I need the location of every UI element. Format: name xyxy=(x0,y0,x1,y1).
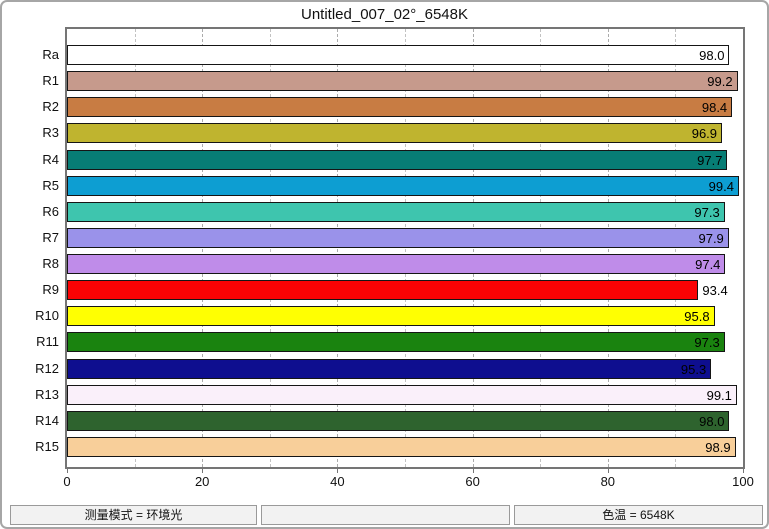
bar-r10: 95.8 xyxy=(67,306,715,327)
bar-value-label: 97.4 xyxy=(695,257,721,273)
category-label-r6: R6 xyxy=(42,203,59,219)
bar-value-label: 98.4 xyxy=(701,100,728,116)
bar-r8: 97.4 xyxy=(67,254,726,275)
bar-value-label: 98.0 xyxy=(699,413,725,429)
gridline xyxy=(337,29,339,467)
bar-r15: 98.9 xyxy=(67,436,736,457)
category-label-r13: R13 xyxy=(35,386,59,402)
bar-ra: 98.0 xyxy=(67,45,730,66)
bar-value-label: 99.1 xyxy=(706,387,732,403)
category-label-r5: R5 xyxy=(42,177,59,193)
bar-r13: 99.1 xyxy=(67,384,737,405)
status-measure-mode: 测量模式 = 环境光 xyxy=(10,505,257,525)
category-label-r12: R12 xyxy=(35,360,59,376)
status-color-temperature: 色温 = 6548K xyxy=(514,505,763,525)
gridline xyxy=(202,29,204,467)
x-tick-mark xyxy=(607,469,609,473)
x-tick-label: 0 xyxy=(63,474,71,489)
category-label-r9: R9 xyxy=(42,282,59,298)
x-tick-mark xyxy=(472,469,474,473)
bar-r6: 97.3 xyxy=(67,201,725,222)
bar-value-label: 98.0 xyxy=(699,48,725,64)
x-tick-label: 80 xyxy=(600,474,616,489)
x-tick-label: 20 xyxy=(194,474,210,489)
category-label-r1: R1 xyxy=(42,73,59,89)
bar-value-label: 95.8 xyxy=(684,309,710,325)
bar-r5: 99.4 xyxy=(67,175,739,196)
gridline xyxy=(540,29,542,467)
category-label-ra: Ra xyxy=(42,47,59,63)
category-label-r14: R14 xyxy=(35,412,59,428)
bar-r11: 97.3 xyxy=(67,332,725,353)
bar-value-label: 97.9 xyxy=(698,230,724,246)
status-empty-cell xyxy=(261,505,510,525)
bar-r9: 93.4 xyxy=(67,280,728,301)
x-tick-mark xyxy=(202,469,204,473)
bar-r2: 98.4 xyxy=(67,97,733,118)
bar-value-label: 97.3 xyxy=(694,335,720,351)
gridline xyxy=(607,29,609,467)
x-tick-mark xyxy=(337,469,339,473)
gridline xyxy=(675,29,677,467)
gridline xyxy=(269,29,271,467)
category-label-r11: R11 xyxy=(36,334,59,350)
category-label-r10: R10 xyxy=(35,308,59,324)
x-tick-label: 100 xyxy=(732,474,754,489)
x-tick-label: 40 xyxy=(330,474,345,489)
bar-value-label: 93.4 xyxy=(702,283,728,299)
category-label-r3: R3 xyxy=(42,125,59,141)
x-tick-label: 60 xyxy=(465,474,480,489)
bar-value-label: 98.9 xyxy=(705,439,731,455)
bar-r4: 97.7 xyxy=(67,149,728,170)
x-tick-mark xyxy=(67,469,68,473)
gridline xyxy=(472,29,474,467)
category-label-r2: R2 xyxy=(42,99,59,115)
category-label-r15: R15 xyxy=(35,438,59,454)
gridline xyxy=(405,29,406,467)
bar-r12: 95.3 xyxy=(67,358,712,379)
category-label-r4: R4 xyxy=(42,151,59,167)
plot-area: 98.0 99.2 98.4 96.9 97.7 99.4 97.3 97.9 97.4 93.4… xyxy=(65,27,745,469)
bar-value-label: 97.7 xyxy=(697,152,723,168)
bar-r7: 97.9 xyxy=(67,227,729,248)
category-label-r8: R8 xyxy=(42,256,59,272)
bar-value-label: 99.4 xyxy=(708,178,734,194)
chart-title: Untitled_007_02°_6548K xyxy=(301,6,468,23)
bar-r3: 96.9 xyxy=(67,123,723,144)
gridline xyxy=(134,29,136,467)
x-tick-mark xyxy=(743,469,744,473)
bar-r1: 99.2 xyxy=(67,71,738,92)
bar-value-label: 96.9 xyxy=(691,126,718,142)
bar-r14: 98.0 xyxy=(67,410,730,431)
bar-value-label: 95.3 xyxy=(680,361,707,377)
bar-value-label: 97.3 xyxy=(694,204,720,220)
bar-value-label: 99.2 xyxy=(707,74,733,90)
category-label-r7: R7 xyxy=(42,229,59,245)
